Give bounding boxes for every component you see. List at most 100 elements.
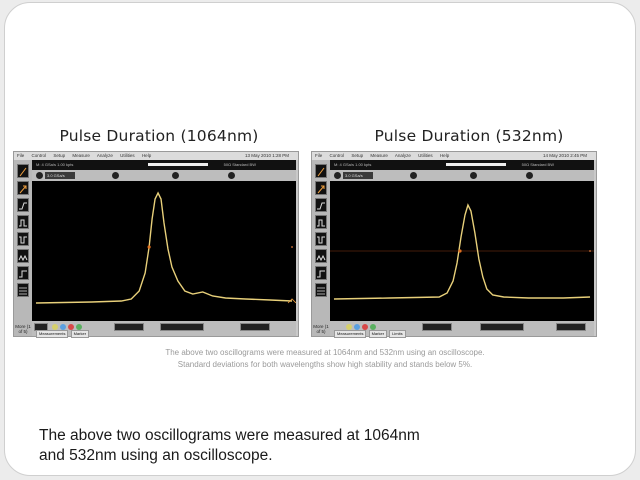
channel-knob-icon[interactable] xyxy=(172,172,179,179)
channel-knob-icon[interactable] xyxy=(334,172,341,179)
zoom-tool-icon[interactable] xyxy=(315,181,327,195)
right-channel-row: 3.0 GSa/s xyxy=(330,170,594,181)
channel-knob-icon[interactable] xyxy=(526,172,533,179)
pointer-tool-icon[interactable] xyxy=(17,164,29,178)
runt-trigger-icon[interactable] xyxy=(17,249,29,263)
right-status-left: M: 4 GSa/s 1.00 kpts xyxy=(334,162,372,167)
menu-analyze[interactable]: Analyze xyxy=(96,153,113,158)
tab-limits[interactable]: Limits xyxy=(389,330,406,338)
menu-utilities[interactable]: Utilities xyxy=(418,153,433,158)
menu-file[interactable]: File xyxy=(315,153,323,158)
channel-knob-icon[interactable] xyxy=(228,172,235,179)
menu-setup[interactable]: Setup xyxy=(351,153,364,158)
menu-control[interactable]: Control xyxy=(329,153,345,158)
right-marker-dot xyxy=(589,250,592,252)
left-status-right: 50Ω Standard BW xyxy=(223,162,256,167)
left-bottom-controls: Measurements Marker xyxy=(32,321,296,338)
channel-knob-icon[interactable] xyxy=(36,172,43,179)
right-more-button[interactable]: More (1 of 5) xyxy=(313,324,329,334)
right-status-row: M: 4 GSa/s 1.00 kpts 50Ω Standard BW xyxy=(330,160,594,170)
zoom-tool-icon[interactable] xyxy=(17,181,29,195)
left-pulse-trace xyxy=(35,191,293,304)
pulse-trigger-icon[interactable] xyxy=(17,232,29,246)
edge-trigger-icon[interactable] xyxy=(315,198,327,212)
timeout-trigger-icon[interactable] xyxy=(17,266,29,280)
menu-analyze[interactable]: Analyze xyxy=(394,153,411,158)
channel-knob-icon[interactable] xyxy=(470,172,477,179)
left-tool-sidebar: More (1 of 5) xyxy=(14,160,32,336)
tab-marker[interactable]: Marker xyxy=(368,330,388,338)
menu-utilities[interactable]: Utilities xyxy=(120,153,135,158)
right-tool-sidebar: More (1 of 5) xyxy=(312,160,330,336)
left-delay-box[interactable] xyxy=(160,323,204,331)
left-date: 13 May 2010 1:28 PM xyxy=(244,153,289,158)
right-date: 14 May 2010 2:45 PM xyxy=(542,153,587,158)
left-menubar: File Control Setup Measure Analyze Utili… xyxy=(14,152,298,160)
glitch-trigger-icon[interactable] xyxy=(17,215,29,229)
left-marker-dot xyxy=(147,245,151,249)
menu-setup[interactable]: Setup xyxy=(53,153,66,158)
caption-line-1: The above two oscillograms were measured… xyxy=(165,348,485,357)
left-more-button[interactable]: More (1 of 5) xyxy=(15,324,31,334)
glitch-trigger-icon[interactable] xyxy=(315,215,327,229)
caption-line-2: Standard deviations for both wavelengths… xyxy=(177,360,473,369)
left-oscilloscope-window: File Control Setup Measure Analyze Utili… xyxy=(13,151,299,338)
body-text: The above two oscillograms were measured… xyxy=(39,426,539,466)
left-marker-dot xyxy=(291,246,294,248)
right-menubar: File Control Setup Measure Analyze Utili… xyxy=(312,152,596,160)
right-channel-value[interactable]: 3.0 GSa/s xyxy=(343,172,373,179)
right-oscilloscope-window: File Control Setup Measure Analyze Utili… xyxy=(311,151,597,338)
menu-measure[interactable]: Measure xyxy=(72,153,90,158)
channel1-dot-icon[interactable] xyxy=(346,324,352,330)
left-status-row: M: 4 GSa/s 1.00 kpts 50Ω Standard BW xyxy=(32,160,296,170)
right-trigger-box[interactable] xyxy=(556,323,586,331)
channel2-dot-icon[interactable] xyxy=(354,324,360,330)
right-panel-title: Pulse Duration (532nm) xyxy=(374,127,564,145)
channel4-dot-icon[interactable] xyxy=(370,324,376,330)
channel3-dot-icon[interactable] xyxy=(68,324,74,330)
tab-marker[interactable]: Marker xyxy=(70,330,90,338)
left-waveform-display xyxy=(32,181,296,321)
menu-measure[interactable]: Measure xyxy=(370,153,388,158)
body-text-line-1: The above two oscillograms were measured… xyxy=(39,427,420,444)
left-trigger-marker xyxy=(287,298,296,304)
window-trigger-icon[interactable] xyxy=(17,283,29,297)
channel3-dot-icon[interactable] xyxy=(362,324,368,330)
left-status-left: M: 4 GSa/s 1.00 kpts xyxy=(36,162,74,167)
tab-measurements[interactable]: Measurements xyxy=(334,330,367,338)
pointer-tool-icon[interactable] xyxy=(315,164,327,178)
left-trigger-box[interactable] xyxy=(240,323,270,331)
right-status-right: 50Ω Standard BW xyxy=(521,162,554,167)
pulse-trigger-icon[interactable] xyxy=(315,232,327,246)
right-memory-bar xyxy=(446,163,506,166)
timeout-trigger-icon[interactable] xyxy=(315,266,327,280)
window-trigger-icon[interactable] xyxy=(315,283,327,297)
right-delay-box[interactable] xyxy=(480,323,524,331)
right-marker-dot xyxy=(458,249,462,253)
channel4-dot-icon[interactable] xyxy=(76,324,82,330)
left-channel-value[interactable]: 3.0 GSa/s xyxy=(45,172,75,179)
left-channel-row: 3.0 GSa/s xyxy=(32,170,296,181)
right-waveform-display xyxy=(330,181,594,321)
menu-help[interactable]: Help xyxy=(439,153,450,158)
left-bottom-tabs: Measurements Marker xyxy=(36,330,90,338)
left-timebase-box[interactable] xyxy=(114,323,144,331)
edge-trigger-icon[interactable] xyxy=(17,198,29,212)
right-bottom-controls: Measurements Marker Limits xyxy=(330,321,594,338)
left-memory-bar xyxy=(148,163,208,166)
menu-file[interactable]: File xyxy=(17,153,25,158)
right-pulse-trace xyxy=(333,203,591,300)
right-bottom-tabs: Measurements Marker Limits xyxy=(334,330,407,338)
tab-measurements[interactable]: Measurements xyxy=(36,330,69,338)
right-timebase-box[interactable] xyxy=(422,323,452,331)
menu-control[interactable]: Control xyxy=(31,153,47,158)
channel-knob-icon[interactable] xyxy=(410,172,417,179)
slide-card: Pulse Duration (1064nm) File Control Set… xyxy=(4,2,636,476)
runt-trigger-icon[interactable] xyxy=(315,249,327,263)
channel2-dot-icon[interactable] xyxy=(60,324,66,330)
menu-help[interactable]: Help xyxy=(141,153,152,158)
channel-knob-icon[interactable] xyxy=(112,172,119,179)
body-text-line-2: and 532nm using an oscilloscope. xyxy=(39,447,273,464)
channel1-dot-icon[interactable] xyxy=(52,324,58,330)
left-panel-title: Pulse Duration (1064nm) xyxy=(59,127,259,145)
